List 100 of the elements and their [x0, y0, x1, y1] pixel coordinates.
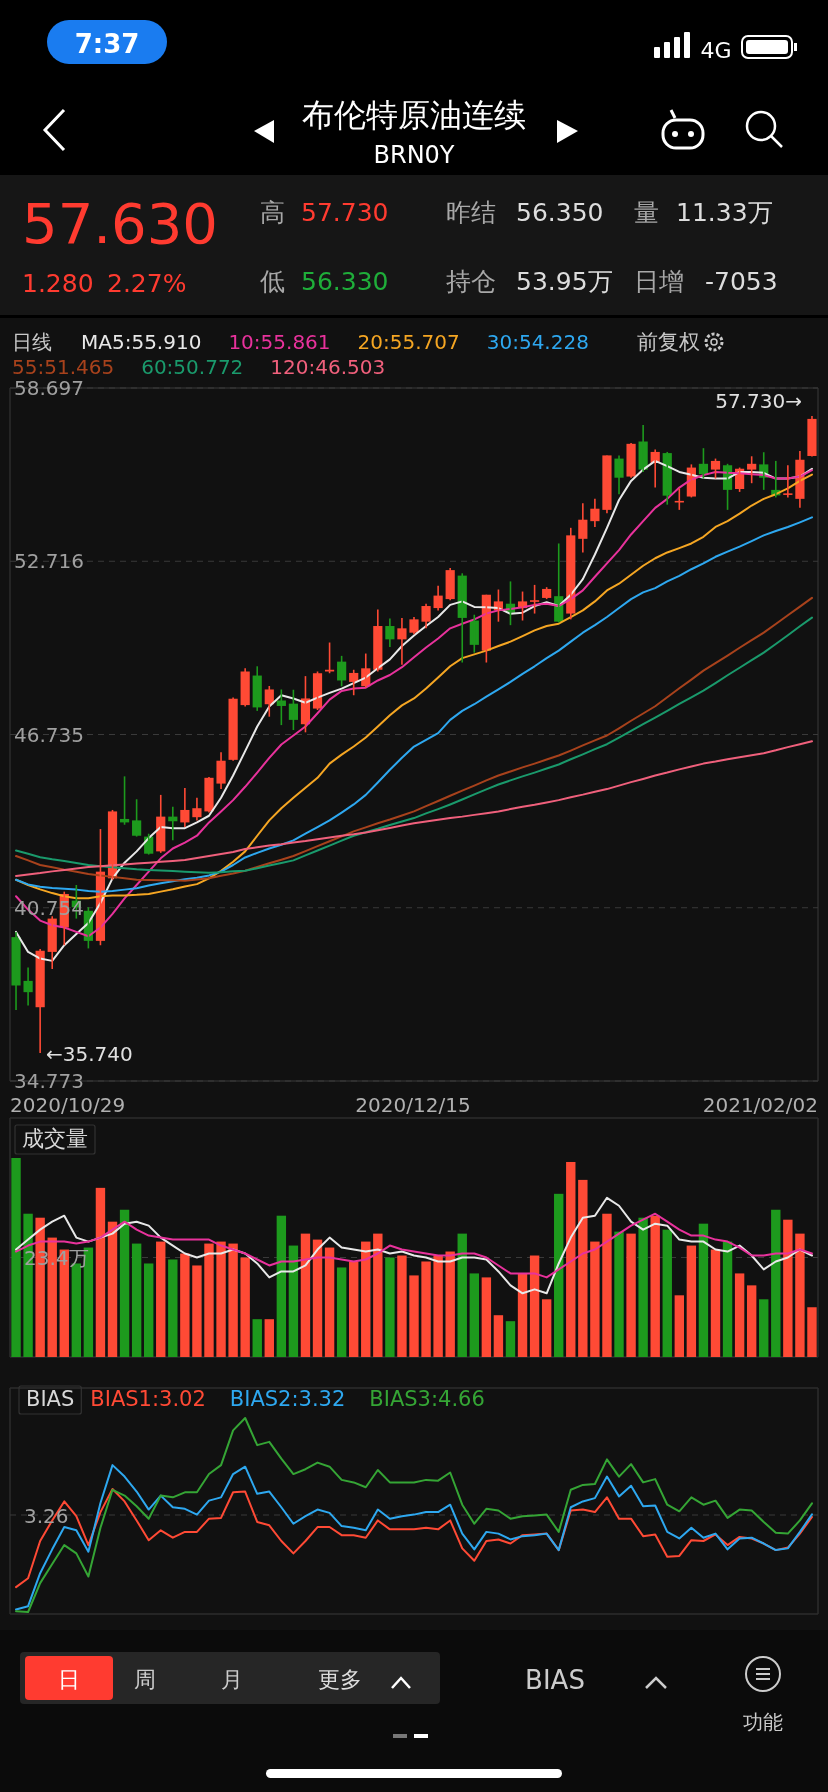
bar: [312, 1239, 323, 1357]
bar: [650, 1215, 660, 1357]
bar: [95, 1187, 106, 1357]
text: 日: [58, 1667, 80, 1692]
bar: [228, 1243, 238, 1357]
y-tick-label: 58.697: [14, 376, 84, 400]
text: 20:55.707: [357, 330, 460, 354]
text: 57.730: [301, 198, 389, 227]
text: 低: [260, 267, 285, 296]
text: MA5:55.910: [81, 330, 202, 354]
candlestick: [132, 798, 142, 838]
bar: [807, 1307, 817, 1357]
text: 周: [134, 1667, 156, 1692]
text: BIAS1:3.02: [90, 1387, 206, 1411]
bar: [385, 1257, 395, 1357]
bar: [529, 1255, 540, 1357]
bar: [493, 1315, 504, 1357]
text: 30:54.228: [486, 330, 589, 354]
text: 56.330: [301, 267, 389, 296]
text: 2.27%: [107, 269, 187, 298]
bar: [349, 1261, 359, 1357]
bar: [216, 1241, 226, 1357]
bar: [192, 1265, 202, 1357]
candlestick: [276, 688, 286, 726]
bar: [288, 1245, 299, 1357]
bar: [168, 1259, 178, 1357]
text: 2020/10/29: [10, 1093, 126, 1117]
bar: [397, 1255, 407, 1357]
bar: [698, 1223, 709, 1357]
text: 1.280: [22, 269, 94, 298]
text: 56.350: [516, 198, 604, 227]
bar: [143, 1263, 154, 1357]
bar: [783, 1219, 793, 1357]
bar: [710, 1249, 721, 1357]
text: 量: [634, 198, 659, 227]
y-tick-label: 52.716: [14, 549, 84, 574]
text: 4G: [700, 38, 732, 63]
bar: [433, 1255, 443, 1357]
text: 120:46.503: [270, 355, 386, 379]
text: 更多: [318, 1667, 362, 1692]
text: 布伦特原油连续: [302, 96, 526, 134]
text: 57.630: [22, 191, 218, 256]
bar: [445, 1251, 455, 1357]
bar: [107, 1221, 118, 1357]
text: 53.95万: [516, 267, 613, 296]
bar: [541, 1299, 552, 1357]
candlestick: [530, 584, 540, 615]
bar: [590, 1241, 600, 1357]
bar: [240, 1257, 250, 1357]
bar: [180, 1253, 190, 1357]
text: 月: [221, 1667, 243, 1692]
bar: [626, 1233, 636, 1357]
bar: [722, 1241, 733, 1357]
bar: [686, 1245, 697, 1357]
bar: [276, 1215, 287, 1357]
bar: [119, 1209, 130, 1357]
candlestick: [783, 464, 793, 499]
text: 11.33万: [676, 198, 773, 227]
bar: [373, 1233, 383, 1357]
bar: [614, 1231, 624, 1357]
y-tick-label: 34.773: [14, 1069, 84, 1093]
bar: [759, 1299, 769, 1357]
bar: [578, 1179, 588, 1357]
candlestick: [747, 455, 757, 485]
text: -7053: [705, 267, 778, 296]
text: 55:51.465: [12, 355, 115, 379]
text: 持仓: [446, 267, 496, 296]
bar: [469, 1273, 479, 1357]
bar: [421, 1261, 431, 1357]
bar: [602, 1213, 612, 1357]
bar: [746, 1285, 757, 1357]
bar: [638, 1217, 648, 1357]
text: 2021/02/02: [702, 1093, 818, 1117]
bar: [481, 1277, 492, 1357]
text: 7:37: [74, 29, 140, 59]
bar: [131, 1243, 142, 1357]
text: BIAS2:3.32: [229, 1387, 346, 1411]
bar: [324, 1247, 335, 1357]
bar: [795, 1233, 805, 1357]
text: BIAS3:4.66: [369, 1387, 485, 1411]
candlestick: [710, 457, 721, 480]
text: 高: [260, 198, 285, 227]
bar: [264, 1319, 274, 1357]
annotation: 57.730→: [715, 389, 802, 413]
bar: [204, 1243, 214, 1357]
text: 前复权: [637, 330, 700, 354]
text: 60:50.772: [141, 355, 244, 379]
bar: [505, 1321, 516, 1357]
bar: [457, 1233, 467, 1357]
bar: [409, 1275, 419, 1357]
text: 2020/12/15: [355, 1093, 471, 1117]
bar: [674, 1295, 685, 1357]
chart-title: BIAS: [26, 1387, 75, 1411]
bar: [336, 1267, 347, 1357]
text: 昨结: [446, 198, 496, 227]
text: BIAS: [525, 1665, 585, 1695]
y-tick-label: 46.735: [14, 722, 84, 747]
bar: [662, 1229, 672, 1357]
text: 10:55.861: [228, 330, 331, 354]
text: 日线: [12, 330, 52, 354]
